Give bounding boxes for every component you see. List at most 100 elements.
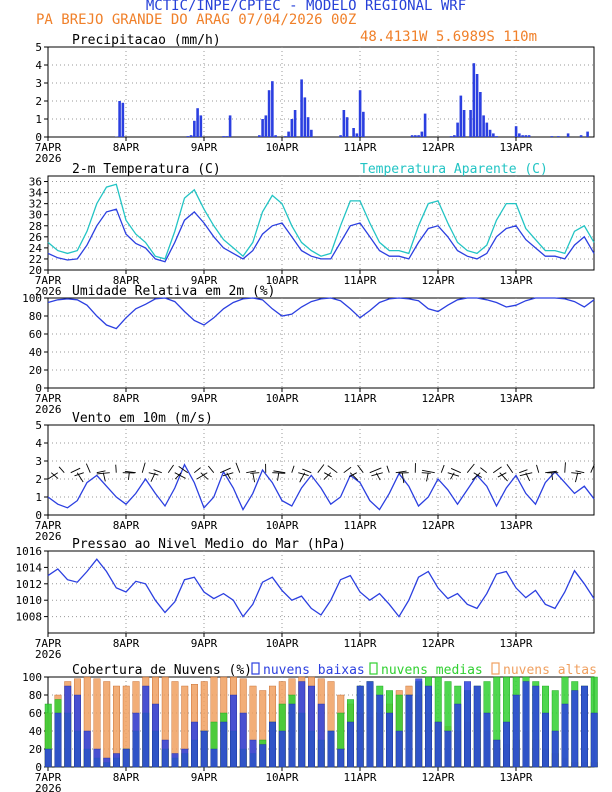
wind-barb bbox=[141, 462, 146, 473]
precip-bar bbox=[290, 119, 294, 137]
precip-bar bbox=[482, 115, 485, 137]
precip-bar bbox=[456, 122, 459, 137]
cloud-bar bbox=[132, 712, 140, 768]
wind-barb bbox=[575, 472, 579, 483]
precip-bar bbox=[199, 115, 203, 137]
series-line bbox=[47, 463, 595, 511]
cloud-bar bbox=[327, 730, 335, 768]
x-tick-label: 7APR bbox=[35, 274, 62, 287]
precip-bar bbox=[339, 135, 342, 137]
wind-barb bbox=[74, 472, 84, 477]
y-tick-label: 0 bbox=[35, 509, 42, 522]
cloud-bar bbox=[366, 681, 374, 768]
cloud-bar bbox=[269, 721, 276, 768]
wind-barb bbox=[506, 464, 514, 473]
wind-barb bbox=[536, 464, 540, 473]
y-tick-label: 60 bbox=[29, 707, 42, 720]
wind-barb bbox=[324, 472, 332, 478]
cloud-bar bbox=[161, 739, 169, 768]
wind-barb bbox=[386, 465, 390, 473]
cloud-bar bbox=[493, 739, 501, 768]
precip-bar bbox=[352, 128, 355, 137]
y-tick-label: 24 bbox=[29, 242, 43, 255]
panel-title: Vento em 10m (m/s) bbox=[72, 411, 213, 426]
wind-barb bbox=[492, 466, 502, 474]
wind-barb bbox=[222, 472, 234, 477]
cloud-bar bbox=[356, 685, 364, 768]
precip-bar bbox=[267, 90, 271, 137]
wind-barb bbox=[371, 472, 383, 477]
precip-bar bbox=[420, 131, 424, 137]
x-tick-label: 8APR bbox=[113, 392, 140, 405]
x-tick-label: 10APR bbox=[265, 771, 298, 784]
panel-wind bbox=[44, 424, 595, 519]
precip-bar bbox=[274, 135, 277, 137]
y-tick-label: 1 bbox=[35, 491, 42, 504]
cloud-bar bbox=[581, 685, 588, 768]
year-label: 2026 bbox=[35, 782, 62, 792]
wind-barb bbox=[291, 465, 295, 473]
y-tick-label: 20 bbox=[29, 264, 42, 277]
cloud-bar bbox=[230, 694, 237, 768]
wind-barb bbox=[450, 472, 455, 480]
legend-label: nuvens baixas bbox=[263, 663, 365, 678]
x-tick-label: 10APR bbox=[265, 274, 298, 287]
wind-barb bbox=[174, 472, 186, 479]
x-tick-label: 10APR bbox=[265, 637, 298, 650]
x-tick-label: 9APR bbox=[191, 392, 218, 405]
wind-barb bbox=[200, 472, 209, 480]
cloud-bar bbox=[122, 748, 130, 768]
x-tick-label: 13APR bbox=[499, 141, 532, 154]
x-tick-label: 8APR bbox=[113, 519, 140, 532]
wind-barb bbox=[252, 472, 256, 483]
precip-bar bbox=[488, 129, 492, 137]
cloud-bar bbox=[308, 685, 315, 768]
y-tick-label: 32 bbox=[29, 198, 42, 211]
y-tick-label: 1010 bbox=[16, 594, 43, 607]
precip-bar bbox=[193, 120, 196, 137]
wind-barb bbox=[150, 472, 156, 482]
wind-barb bbox=[545, 470, 558, 474]
x-tick-label: 9APR bbox=[191, 637, 218, 650]
x-tick-label: 11APR bbox=[343, 141, 376, 154]
cloud-bar bbox=[103, 757, 111, 768]
precip-bar bbox=[410, 135, 414, 137]
x-tick-label: 13APR bbox=[499, 519, 532, 532]
panel-frame bbox=[47, 550, 595, 634]
wind-barb bbox=[357, 464, 364, 473]
y-tick-label: 28 bbox=[29, 220, 42, 233]
cloud-bar bbox=[347, 721, 354, 768]
cloud-bar bbox=[317, 703, 325, 768]
precip-bar bbox=[228, 115, 232, 137]
legend-label: nuvens altas bbox=[503, 663, 597, 678]
x-tick-label: 13APR bbox=[499, 274, 532, 287]
precip-bar bbox=[453, 135, 456, 137]
x-tick-label: 7APR bbox=[35, 519, 62, 532]
precip-bar bbox=[514, 126, 518, 137]
wind-barb bbox=[317, 464, 325, 473]
precip-bar bbox=[449, 136, 453, 137]
precip-bar bbox=[527, 135, 531, 137]
x-tick-label: 8APR bbox=[113, 637, 140, 650]
y-tick-label: 20 bbox=[29, 364, 42, 377]
x-tick-label: 12APR bbox=[421, 637, 454, 650]
precip-bar bbox=[459, 95, 463, 137]
wind-barb bbox=[124, 470, 136, 474]
x-tick-label: 7APR bbox=[35, 771, 62, 784]
cloud-bar bbox=[171, 753, 179, 768]
cloud-bar bbox=[44, 748, 52, 768]
series-line bbox=[47, 558, 595, 618]
precip-bar bbox=[261, 119, 264, 137]
cloud-bar bbox=[551, 730, 559, 768]
y-tick-label: 1014 bbox=[16, 561, 43, 574]
precip-bar bbox=[118, 101, 121, 137]
cloud-bar bbox=[93, 748, 101, 768]
y-tick-label: 36 bbox=[29, 176, 42, 189]
precip-bar bbox=[417, 135, 420, 137]
wind-barb bbox=[551, 472, 553, 480]
precip-bar bbox=[310, 129, 313, 137]
x-tick-label: 12APR bbox=[421, 274, 454, 287]
wind-barb bbox=[590, 464, 595, 473]
y-tick-label: 0 bbox=[35, 761, 42, 774]
precip-bar bbox=[557, 136, 560, 137]
